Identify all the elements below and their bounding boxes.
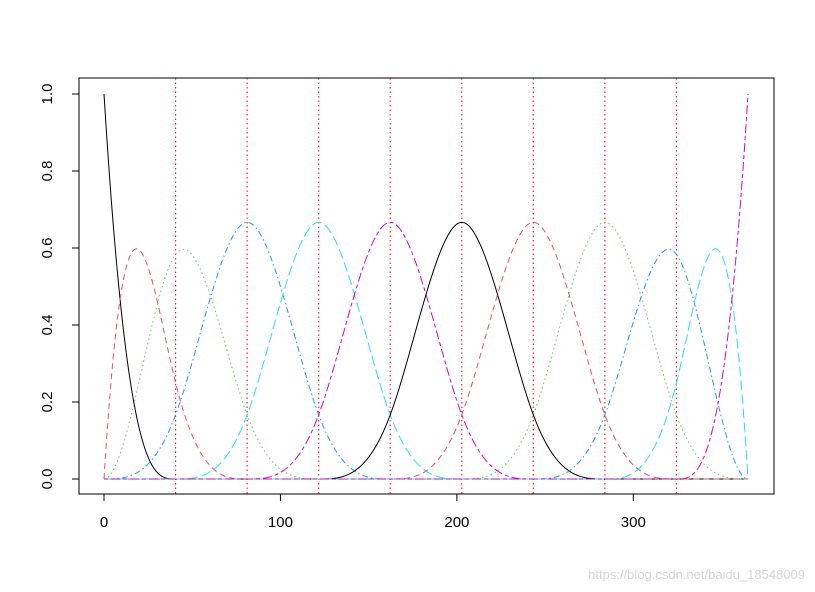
x-tick-label: 100 [268, 514, 293, 531]
x-tick-label: 200 [444, 514, 469, 531]
y-tick-label: 0.4 [39, 315, 56, 336]
basis-curve-1 [103, 93, 748, 480]
watermark: https://blog.csdn.net/baidu_18548009 [588, 567, 805, 582]
y-tick-label: 0.6 [39, 238, 56, 259]
basis-curve-4 [104, 221, 748, 480]
basis-curve-12 [104, 93, 749, 480]
basis-curve-11 [104, 248, 749, 480]
basis-curve-8 [104, 221, 748, 480]
basis-curve-5 [104, 221, 748, 480]
basis-curve-3 [103, 248, 748, 480]
x-tick-label: 0 [100, 514, 108, 531]
y-tick-label: 0.8 [39, 161, 56, 182]
basis-curve-7 [104, 221, 748, 480]
basis-curve-2 [103, 248, 748, 480]
basis-curve-9 [104, 221, 748, 480]
basis-curve-6 [104, 221, 748, 480]
x-tick-label: 300 [621, 514, 646, 531]
y-tick-label: 1.0 [39, 84, 56, 105]
y-tick-label: 0.2 [39, 392, 56, 413]
x-axis: 0 100 200 300 [100, 493, 646, 531]
basis-curve-10 [104, 248, 749, 480]
y-axis: 0.0 0.2 0.4 0.6 0.8 1.0 [39, 84, 80, 490]
y-tick-label: 0.0 [39, 469, 56, 490]
knot-lines [175, 78, 677, 494]
plot-frame [78, 77, 775, 495]
basis-curves [103, 93, 749, 480]
